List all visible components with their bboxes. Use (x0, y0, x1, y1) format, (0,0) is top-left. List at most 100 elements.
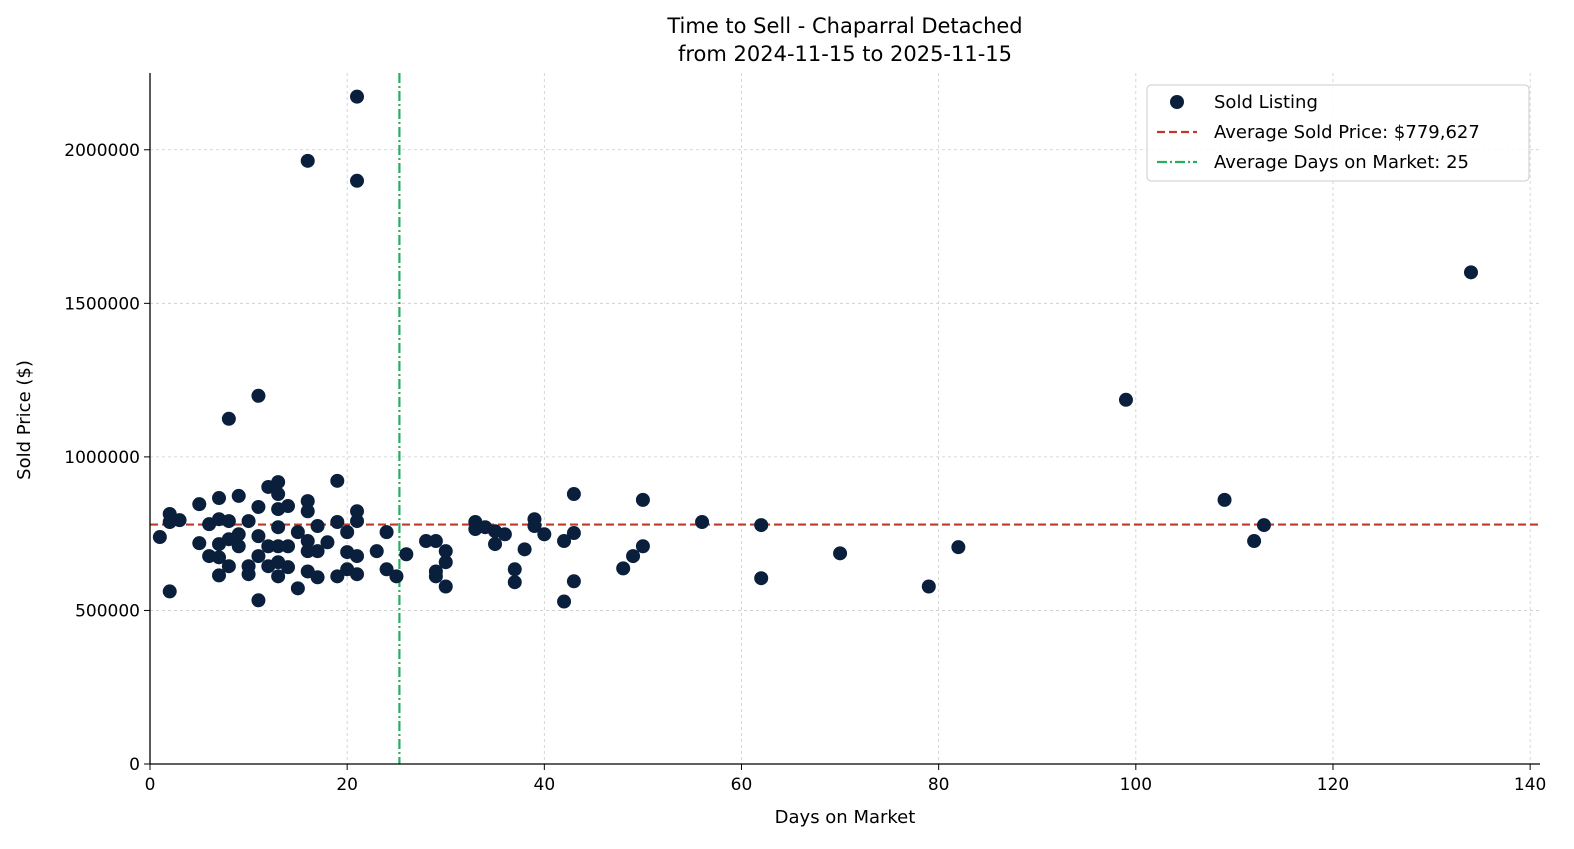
x-tick-label: 20 (336, 775, 358, 795)
y-tick-label: 0 (129, 755, 140, 775)
data-point (507, 575, 522, 590)
legend-label-sold: Sold Listing (1214, 92, 1318, 113)
data-point (833, 546, 848, 561)
data-point (1463, 265, 1478, 280)
data-point (231, 539, 246, 554)
data-point (330, 569, 345, 584)
data-point (566, 487, 581, 502)
data-point (330, 473, 345, 488)
data-point (557, 594, 572, 609)
data-point (754, 571, 769, 586)
chart-title: Time to Sell - Chaparral Detached (666, 14, 1022, 38)
data-point (1247, 534, 1262, 549)
reference-lines (150, 73, 1540, 764)
data-point (281, 560, 296, 575)
data-point (428, 534, 443, 549)
data-point (271, 487, 286, 502)
data-point (271, 475, 286, 490)
y-tick-label: 2000000 (64, 141, 140, 161)
x-tick-label: 60 (731, 775, 753, 795)
data-point (379, 525, 394, 540)
points (152, 89, 1478, 609)
data-point (162, 584, 177, 599)
data-point (438, 555, 453, 570)
legend-marker-sold (1170, 95, 1184, 109)
data-point (340, 525, 355, 540)
data-point (635, 492, 650, 507)
data-point (635, 539, 650, 554)
data-point (310, 518, 325, 533)
data-point (251, 593, 266, 608)
data-point (330, 514, 345, 529)
data-point (212, 568, 227, 583)
data-point (290, 581, 305, 596)
legend-label-avg-price: Average Sold Price: $779,627 (1214, 122, 1480, 143)
x-tick-label: 100 (1120, 775, 1152, 795)
y-tick-label: 1000000 (64, 448, 140, 468)
data-point (350, 173, 365, 188)
axes: 0 20 40 60 80 100 120 140 0 500000 1000000 1500000 2… (64, 73, 1546, 795)
x-tick-label: 0 (145, 775, 156, 795)
data-point (241, 514, 256, 529)
data-point (438, 544, 453, 559)
data-point (261, 539, 276, 554)
data-point (241, 567, 256, 582)
x-tick-label: 140 (1514, 775, 1546, 795)
y-tick-label: 500000 (75, 601, 140, 621)
data-point (1256, 518, 1271, 533)
data-point (488, 537, 503, 552)
data-point (281, 539, 296, 554)
chart-subtitle: from 2024-11-15 to 2025-11-15 (678, 42, 1012, 66)
data-point (537, 527, 552, 542)
data-point (399, 547, 414, 562)
data-point (438, 579, 453, 594)
data-point (695, 514, 710, 529)
data-point (152, 530, 167, 545)
x-tick-label: 80 (928, 775, 950, 795)
legend-label-avg-days: Average Days on Market: 25 (1214, 152, 1469, 173)
data-point (212, 550, 227, 565)
data-point (251, 529, 266, 544)
data-point (271, 520, 286, 535)
data-point (300, 544, 315, 559)
data-point (350, 89, 365, 104)
data-point (271, 539, 286, 554)
data-point (566, 526, 581, 541)
data-point (231, 527, 246, 542)
legend-box (1146, 84, 1530, 182)
data-point (517, 542, 532, 557)
data-point (221, 559, 236, 574)
x-tick-label: 120 (1317, 775, 1349, 795)
data-point (419, 534, 434, 549)
data-point (350, 549, 365, 564)
data-point (951, 540, 966, 555)
data-point (497, 527, 512, 542)
data-point (300, 504, 315, 519)
data-point (310, 544, 325, 559)
data-point (251, 388, 266, 403)
data-point (271, 569, 286, 584)
data-point (221, 411, 236, 426)
data-point (428, 569, 443, 584)
data-point (350, 514, 365, 529)
y-axis-label: Sold Price ($) (14, 360, 35, 480)
data-point (379, 562, 394, 577)
y-tick-label: 1500000 (64, 294, 140, 314)
data-point (290, 525, 305, 540)
x-tick-label: 40 (534, 775, 556, 795)
data-point (921, 579, 936, 594)
data-point (192, 536, 207, 551)
data-point (507, 562, 522, 577)
data-point (251, 499, 266, 514)
data-point (350, 567, 365, 582)
data-point (1217, 492, 1232, 507)
data-point (754, 518, 769, 533)
data-point (389, 569, 404, 584)
data-point (251, 549, 266, 564)
data-point (320, 535, 335, 550)
data-point (300, 534, 315, 549)
data-point (231, 488, 246, 503)
data-point (369, 544, 384, 559)
x-axis-label: Days on Market (775, 807, 916, 828)
data-point (192, 497, 207, 512)
